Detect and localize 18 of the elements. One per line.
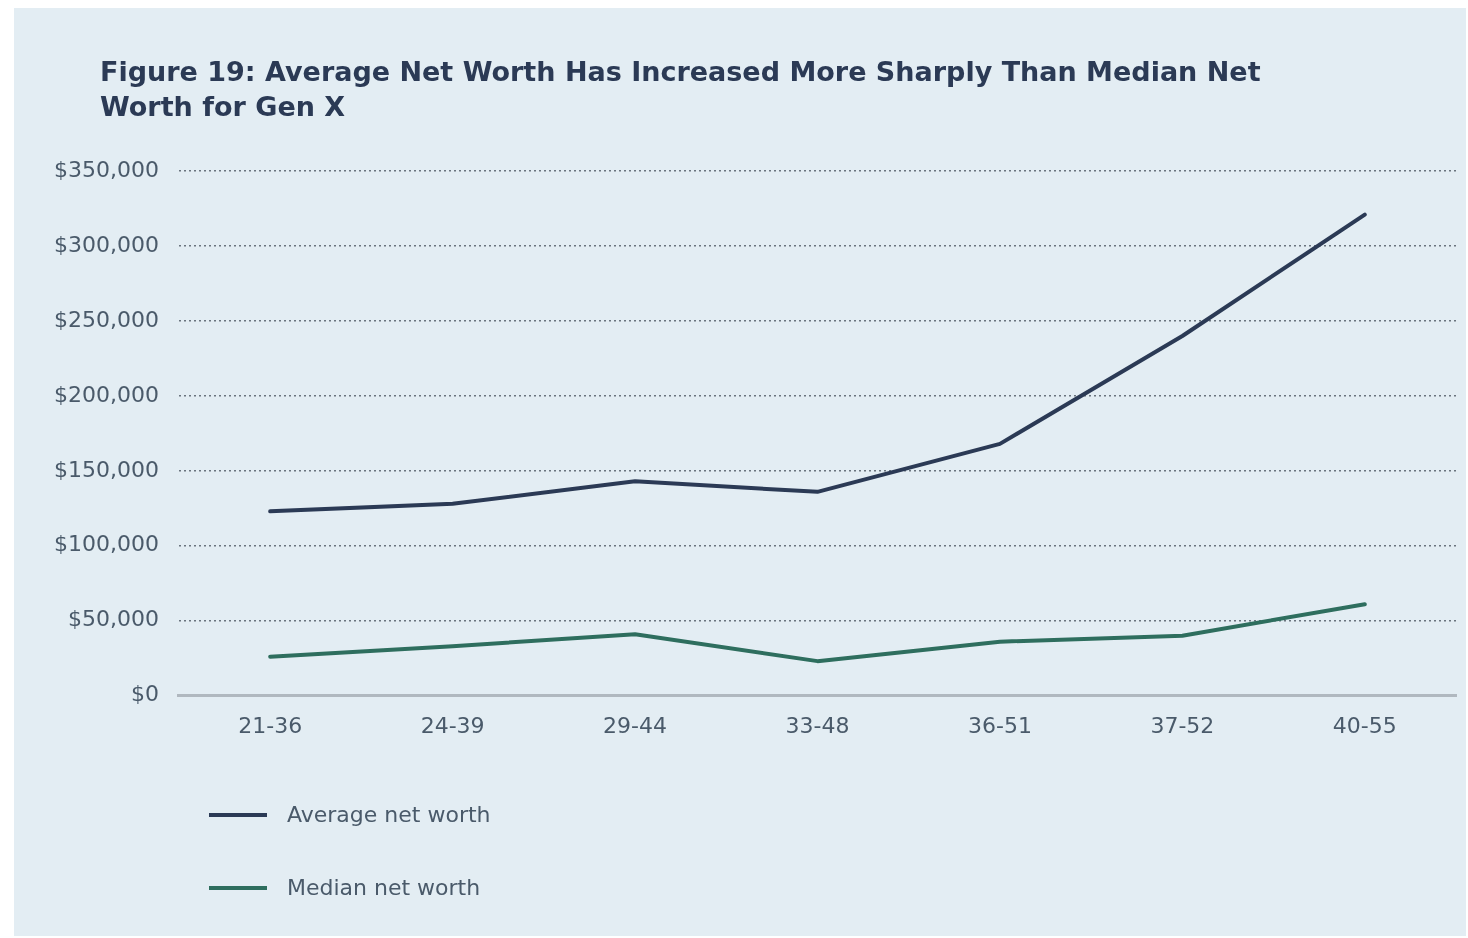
x-tick-label: 37-52 [1150,712,1215,738]
y-tick-label: $200,000 [53,381,159,407]
y-tick-label: $300,000 [53,231,159,257]
legend-label: Median net worth [287,875,481,900]
y-tick-label: $50,000 [67,606,159,632]
y-tick-label: $350,000 [53,156,159,182]
x-tick-label: 33-48 [785,712,850,738]
legend-label: Average net worth [287,802,491,827]
y-tick-label: $250,000 [53,306,159,332]
x-tick-label: 29-44 [603,712,668,738]
y-tick-label: $0 [130,681,159,707]
y-tick-label: $150,000 [53,456,159,482]
x-tick-label: 40-55 [1332,712,1397,738]
x-tick-label: 36-51 [967,712,1032,738]
y-tick-label: $100,000 [53,531,159,557]
chart-title: Figure 19: Average Net Worth Has Increased More Sharply Than Median Net Worth for Gen X [100,55,1262,124]
x-tick-label: 24-39 [420,712,485,738]
x-tick-label: 21-36 [238,712,303,738]
